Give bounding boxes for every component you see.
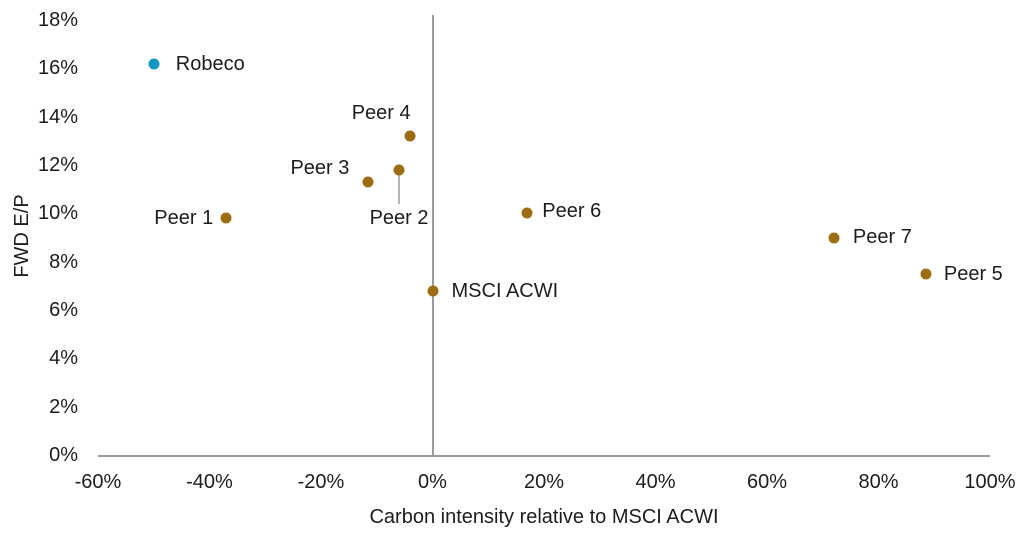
x-tick-label: 80% [858, 471, 899, 493]
data-point-label-peer-4: Peer 4 [351, 102, 411, 124]
data-point-peer-5 [920, 268, 932, 280]
x-tick-label: 20% [523, 471, 565, 493]
y-tick-label: 14% [37, 105, 78, 128]
x-tick-label: 60% [746, 471, 788, 493]
x-tick-label: 40% [635, 471, 676, 493]
x-tick-label: -20% [297, 471, 345, 493]
y-tick-label: 4% [49, 347, 78, 370]
x-axis-line [98, 455, 990, 457]
data-point-peer-6 [521, 207, 533, 219]
data-point-peer-1 [220, 212, 232, 224]
y-tick-label: 16% [37, 57, 78, 80]
y-tick-label: 12% [37, 154, 78, 176]
x-tick-label: -40% [186, 471, 233, 493]
data-point-label-robeco: Robeco [175, 52, 245, 75]
data-point-robeco [148, 58, 160, 69]
zero-vertical-line [431, 15, 434, 455]
y-tick-label: 8% [49, 250, 78, 273]
data-point-label-peer-5: Peer 5 [943, 262, 1003, 285]
data-point-label-peer-2: Peer 2 [369, 206, 429, 229]
data-point-label-peer-7: Peer 7 [852, 225, 912, 248]
x-tick-label: 100% [964, 471, 1016, 493]
x-axis-title: Carbon intensity relative to MSCI ACWI [369, 506, 719, 528]
y-tick-label: 0% [49, 444, 78, 466]
label-leader-line-peer-2 [398, 174, 401, 204]
data-point-label-peer-1: Peer 1 [154, 207, 214, 230]
data-point-label-msci-acwi: MSCI ACWI [451, 279, 559, 302]
x-tick-label: 0% [418, 471, 447, 493]
data-point-peer-4 [404, 130, 416, 142]
y-axis-title: FWD E/P [11, 194, 33, 278]
y-tick-label: 6% [49, 299, 78, 321]
data-point-peer-2 [393, 164, 405, 176]
data-point-msci-acwi [427, 285, 438, 297]
data-point-label-peer-6: Peer 6 [542, 200, 602, 223]
y-tick-label: 18% [37, 9, 78, 31]
y-tick-label: 2% [49, 395, 78, 418]
data-point-label-peer-3: Peer 3 [290, 156, 350, 179]
x-tick-label: -60% [74, 471, 122, 493]
y-tick-label: 10% [37, 202, 78, 225]
data-point-peer-3 [362, 176, 374, 188]
data-point-peer-7 [828, 232, 840, 243]
